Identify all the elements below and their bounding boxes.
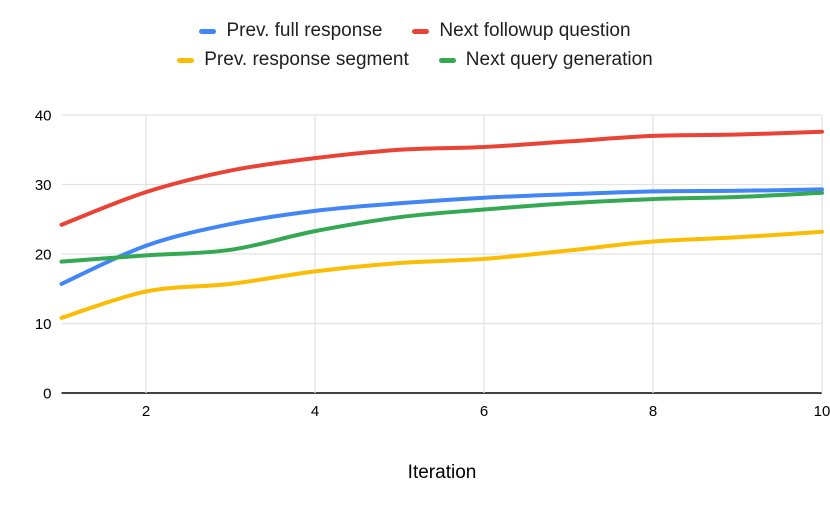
series-line-prev-full-response (59, 187, 824, 286)
y-tick-label: 10 (35, 316, 52, 333)
legend-label: Prev. response segment (204, 49, 409, 70)
x-tick-label: 2 (142, 403, 150, 420)
x-tick-label: 4 (311, 403, 319, 420)
legend-item-prev-response-segment: Prev. response segment (177, 49, 409, 71)
legend-swatch-yellow-icon (177, 57, 195, 63)
x-tick-label: 10 (814, 403, 830, 420)
legend-label: Next followup question (439, 20, 631, 41)
y-tick-label: 20 (35, 247, 52, 264)
legend-item-prev-full-response: Prev. full response (199, 20, 382, 42)
legend-label: Next query generation (465, 49, 653, 70)
y-tick-label: 0 (43, 386, 51, 403)
series-line-next-query-generation (59, 190, 824, 264)
legend-swatch-blue-icon (199, 28, 217, 34)
series-line-next-followup-question (59, 129, 824, 227)
legend-row-1: Prev. full response Next followup questi… (199, 20, 631, 42)
x-axis-title: Iteration (407, 462, 477, 483)
x-tick-label: 8 (649, 403, 657, 420)
x-tick-label: 6 (480, 403, 488, 420)
legend-swatch-red-icon (412, 28, 430, 34)
legend-item-next-followup-question: Next followup question (412, 20, 631, 42)
legend-row-2: Prev. response segment Next query genera… (177, 49, 653, 71)
legend-label: Prev. full response (226, 20, 383, 41)
legend-item-next-query-generation: Next query generation (438, 49, 653, 71)
y-tick-label: 40 (35, 108, 52, 125)
y-tick-label: 30 (35, 177, 52, 194)
series-line-prev-response-segment (59, 229, 824, 320)
legend-swatch-green-icon (438, 57, 456, 63)
chart-legend: Prev. full response Next followup questi… (0, 20, 830, 71)
